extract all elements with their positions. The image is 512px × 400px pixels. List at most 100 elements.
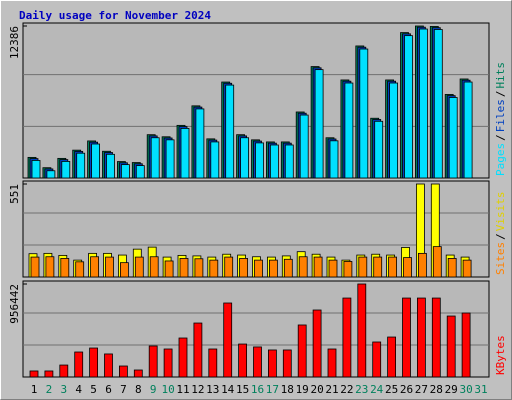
bar — [344, 82, 354, 179]
bar — [373, 256, 383, 278]
bar — [60, 258, 70, 278]
x-tick-label: 5 — [90, 383, 97, 396]
y-tick-label: 12386 — [8, 26, 21, 59]
x-tick-label: 11 — [176, 383, 189, 396]
bar — [343, 261, 353, 278]
legend: Pages/Files/Hits — [494, 62, 507, 176]
legend-entry: Visits — [494, 192, 507, 232]
bar — [106, 153, 115, 179]
bar — [119, 365, 128, 378]
bar — [105, 256, 114, 278]
x-tick-label: 20 — [310, 383, 323, 396]
x-tick-label: 24 — [370, 383, 384, 396]
legend: Sites /Visits — [494, 192, 507, 276]
bar — [389, 82, 399, 179]
bar — [180, 128, 190, 179]
bar — [374, 120, 384, 179]
legend: KBytes — [494, 335, 507, 375]
bar — [284, 144, 294, 179]
bar — [461, 312, 471, 378]
bar — [388, 256, 398, 278]
bar — [255, 142, 264, 179]
bar — [31, 160, 41, 179]
bar — [223, 302, 233, 378]
bar — [282, 349, 292, 378]
x-tick-label: 31 — [474, 383, 487, 396]
bar — [269, 144, 279, 179]
bar — [29, 370, 39, 378]
bar — [268, 259, 278, 278]
bar — [418, 28, 428, 179]
bar — [178, 337, 188, 378]
chart-title: Daily usage for November 2024 — [19, 9, 211, 22]
bar — [254, 259, 263, 278]
y-tick-label: 956442 — [8, 284, 21, 324]
bar — [209, 259, 219, 278]
bar — [90, 256, 99, 278]
legend-separator: / — [494, 91, 507, 98]
bar — [432, 246, 442, 278]
bar — [194, 258, 204, 278]
x-tick-label: 18 — [281, 383, 294, 396]
bar — [312, 309, 322, 378]
bar — [133, 369, 143, 378]
bar — [239, 258, 249, 278]
bar — [121, 164, 130, 179]
x-tick-label: 21 — [325, 383, 338, 396]
bar — [44, 370, 54, 378]
legend-entry: Pages — [494, 143, 507, 176]
bar — [372, 341, 382, 378]
bar — [238, 343, 248, 378]
bar — [91, 143, 100, 179]
bar — [225, 84, 235, 179]
bar — [195, 108, 205, 179]
bar — [387, 336, 397, 378]
bar — [179, 258, 189, 278]
bar — [75, 261, 85, 278]
x-tick-label: 1 — [31, 383, 38, 396]
x-tick-label: 25 — [385, 383, 398, 396]
bar — [165, 139, 175, 179]
bar — [135, 165, 145, 179]
x-tick-label: 26 — [400, 383, 413, 396]
bar — [240, 137, 250, 179]
bar — [30, 256, 40, 278]
x-tick-label: 29 — [445, 383, 458, 396]
bar — [446, 315, 456, 378]
bar — [120, 262, 129, 278]
legend-separator: / — [494, 233, 507, 240]
bar — [297, 324, 307, 378]
bar — [150, 137, 160, 179]
bar — [327, 348, 337, 378]
bar — [359, 48, 369, 179]
bar — [61, 161, 71, 179]
bar — [224, 256, 234, 278]
bar — [210, 141, 220, 179]
bar — [403, 257, 412, 278]
bar — [404, 35, 413, 179]
bar — [164, 260, 174, 278]
y-tick-label: 551 — [8, 184, 21, 204]
bar — [134, 256, 144, 278]
bar — [208, 348, 218, 378]
x-tick-label: 13 — [206, 383, 219, 396]
bar — [358, 256, 368, 278]
bar — [193, 322, 203, 378]
x-tick-label: 16 — [251, 383, 264, 396]
legend-entry: Sites — [494, 242, 507, 275]
bar — [163, 348, 173, 378]
x-tick-label: 30 — [459, 383, 472, 396]
x-tick-label: 23 — [355, 383, 368, 396]
bar — [59, 364, 69, 378]
x-tick-label: 12 — [191, 383, 204, 396]
bar — [357, 283, 367, 378]
bar — [267, 349, 277, 378]
legend-entry: KBytes — [494, 335, 507, 375]
bar — [89, 347, 98, 378]
bar — [416, 297, 426, 378]
x-tick-label: 4 — [75, 383, 82, 396]
bar — [149, 256, 159, 278]
bar — [45, 256, 55, 278]
